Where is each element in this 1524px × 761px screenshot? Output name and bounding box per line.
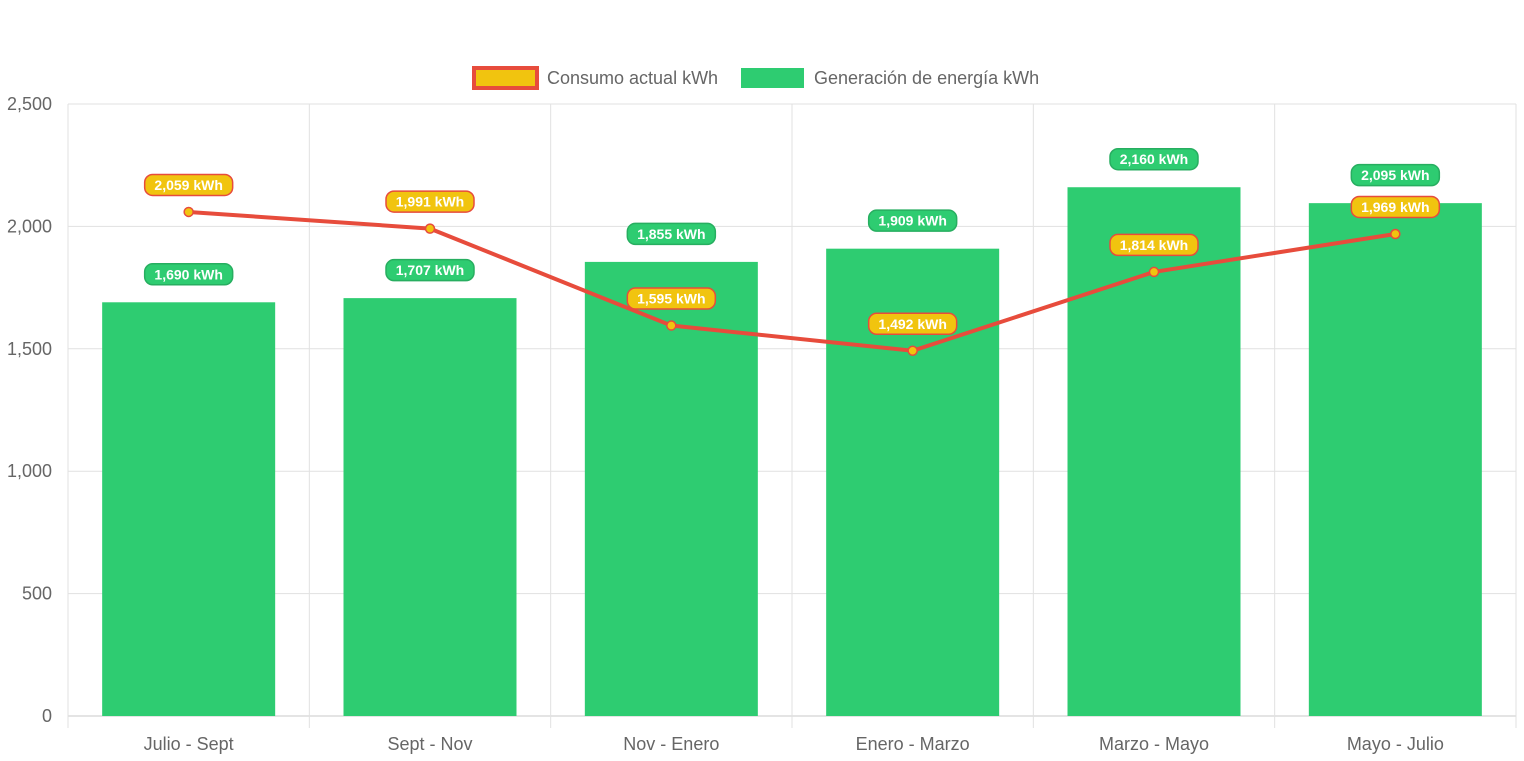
data-label-badge: 2,095 kWh (1350, 163, 1441, 187)
legend-item-generacion[interactable]: Generación de energía kWh (741, 68, 1039, 88)
data-label: 1,707 kWh (396, 262, 464, 278)
data-label-badge: 1,909 kWh (867, 209, 958, 232)
legend-swatch (741, 68, 804, 88)
generation-bars (102, 187, 1482, 717)
data-label-badge: 1,969 kWh (1350, 195, 1441, 219)
data-label-badge: 1,814 kWh (1109, 233, 1199, 257)
data-label-background (626, 222, 717, 246)
x-axis: Julio - Sept Sept - Nov Nov - Enero Enero -… (144, 734, 1444, 754)
data-label-background (143, 263, 234, 286)
data-label: 1,595 kWh (637, 291, 705, 307)
y-tick-label: 0 (42, 706, 52, 726)
data-label: 2,095 kWh (1361, 167, 1429, 183)
bar[interactable] (584, 261, 758, 716)
data-label-background (1350, 195, 1441, 219)
legend-item-consumo[interactable]: Consumo actual kWh (472, 66, 718, 90)
data-label-background (626, 287, 717, 310)
consumption-line-path (188, 209, 1396, 353)
bar[interactable] (102, 302, 276, 716)
y-tick-label: 2,500 (7, 94, 52, 114)
y-tick-label: 1,500 (7, 339, 52, 359)
chart-legend[interactable]: Consumo actual kWh Generación de energía … (472, 66, 1039, 90)
data-label-background (867, 312, 958, 336)
data-label-badge: 2,059 kWh (143, 173, 234, 197)
legend-label: Generación de energía kWh (814, 68, 1039, 88)
bar[interactable] (1308, 203, 1482, 717)
data-label-badge: 1,690 kWh (143, 263, 234, 286)
y-tick-label: 1,000 (7, 461, 52, 481)
data-label: 2,160 kWh (1120, 151, 1188, 167)
data-label-badge: 1,855 kWh (626, 222, 717, 246)
line-point[interactable] (907, 345, 918, 357)
data-label-background (385, 258, 475, 282)
bar[interactable] (343, 298, 517, 716)
bar[interactable] (1067, 187, 1241, 716)
x-tick-label: Sept - Nov (387, 734, 472, 754)
x-tick-label: Marzo - Mayo (1099, 734, 1209, 754)
data-label-background (1109, 233, 1199, 257)
data-label-badge: 2,160 kWh (1109, 147, 1199, 171)
line-point[interactable] (666, 320, 677, 331)
data-labels: 1,690 kWh 1,707 kWh 1,855 kWh 1,909 kWh 2,16… (143, 147, 1441, 336)
y-axis: 0 500 1,000 1,500 2,000 2,500 (7, 94, 52, 726)
data-label: 1,991 kWh (396, 194, 464, 210)
data-label-badge: 1,707 kWh (385, 258, 475, 282)
data-label-background (385, 190, 475, 213)
data-label-badge: 1,595 kWh (626, 287, 717, 310)
y-tick-label: 500 (22, 584, 52, 604)
data-label: 1,814 kWh (1120, 237, 1188, 253)
data-label: 2,059 kWh (154, 177, 222, 193)
data-label-badge: 1,991 kWh (385, 190, 475, 213)
data-label: 1,909 kWh (878, 213, 946, 229)
data-label: 1,690 kWh (154, 266, 222, 282)
line-point[interactable] (424, 223, 436, 234)
data-label: 1,855 kWh (637, 226, 705, 242)
chart-gridlines (67, 103, 1517, 728)
legend-swatch (472, 66, 539, 90)
data-label-background (1350, 163, 1441, 187)
line-point[interactable] (1390, 228, 1401, 240)
x-tick-label: Nov - Enero (623, 734, 719, 754)
legend-label: Consumo actual kWh (547, 68, 718, 88)
data-label-badge: 1,492 kWh (867, 312, 958, 336)
data-label-background (143, 173, 234, 197)
line-point[interactable] (1148, 266, 1160, 278)
data-label: 1,969 kWh (1361, 199, 1429, 215)
x-tick-label: Julio - Sept (144, 734, 234, 754)
data-label-background (867, 209, 958, 232)
y-tick-label: 2,000 (7, 216, 52, 236)
consumption-line (183, 206, 1401, 357)
line-point[interactable] (183, 206, 194, 218)
data-label-background (1109, 147, 1199, 171)
x-tick-label: Enero - Marzo (856, 734, 970, 754)
data-label: 1,492 kWh (878, 316, 946, 332)
x-tick-label: Mayo - Julio (1347, 734, 1444, 754)
